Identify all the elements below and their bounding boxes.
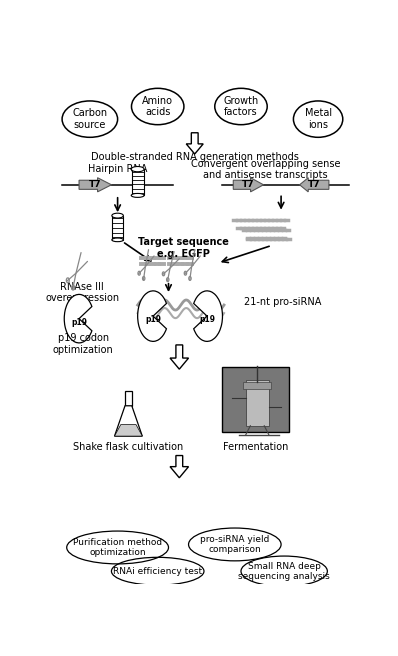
Text: Target sequence
e.g. EGFP: Target sequence e.g. EGFP: [139, 237, 229, 258]
Text: Hairpin RNA: Hairpin RNA: [88, 163, 147, 174]
Bar: [246, 380, 269, 426]
Text: Shake flask cultivation: Shake flask cultivation: [73, 442, 183, 453]
Bar: [125, 390, 132, 406]
Ellipse shape: [112, 213, 123, 218]
Wedge shape: [138, 291, 166, 341]
Bar: [132, 169, 144, 195]
Text: RNAi efficiency test: RNAi efficiency test: [113, 567, 202, 576]
Text: Carbon
source: Carbon source: [72, 108, 107, 130]
Polygon shape: [170, 455, 189, 478]
Text: 21-nt pro-siRNA: 21-nt pro-siRNA: [244, 297, 322, 307]
Polygon shape: [115, 424, 142, 436]
Polygon shape: [170, 345, 189, 369]
Text: Small RNA deep
sequencing analysis: Small RNA deep sequencing analysis: [238, 562, 330, 581]
FancyArrow shape: [300, 178, 329, 192]
Polygon shape: [186, 133, 203, 154]
Text: Fermentation: Fermentation: [223, 442, 289, 453]
FancyArrow shape: [79, 178, 111, 192]
Ellipse shape: [112, 238, 123, 241]
Text: RNAse III
overexpression: RNAse III overexpression: [45, 281, 119, 303]
Text: Convergent overlapping sense
and antisense transcripts: Convergent overlapping sense and antisen…: [191, 159, 340, 180]
Text: p19 codon
optimization: p19 codon optimization: [53, 333, 113, 355]
Text: p19: p19: [71, 318, 87, 327]
Text: Double-stranded RNA generation methods: Double-stranded RNA generation methods: [91, 152, 298, 161]
Text: pro-siRNA yield
comparison: pro-siRNA yield comparison: [200, 535, 269, 554]
Text: T7: T7: [242, 180, 255, 190]
Ellipse shape: [131, 167, 144, 172]
Ellipse shape: [131, 194, 144, 197]
Text: T7: T7: [308, 180, 320, 190]
Text: Growth
factors: Growth factors: [223, 96, 259, 117]
FancyArrow shape: [233, 178, 263, 192]
Wedge shape: [64, 295, 92, 343]
Text: p19: p19: [145, 316, 161, 325]
Text: Purification method
optimization: Purification method optimization: [73, 538, 162, 557]
Text: Metal
ions: Metal ions: [304, 108, 332, 130]
Bar: [243, 382, 271, 389]
Text: Amino
acids: Amino acids: [142, 96, 173, 117]
Text: T7: T7: [89, 180, 101, 190]
Polygon shape: [115, 406, 142, 436]
Bar: [222, 367, 289, 432]
Text: p19: p19: [199, 316, 215, 325]
Wedge shape: [194, 291, 222, 341]
Bar: [112, 216, 123, 240]
